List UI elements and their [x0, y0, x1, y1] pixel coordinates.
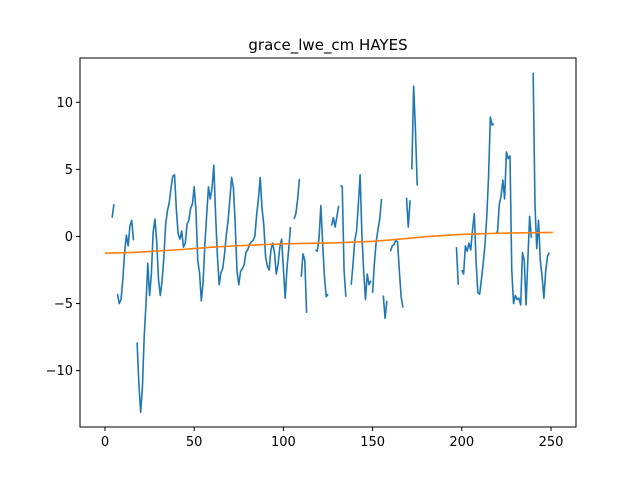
- y-tick-label: −10: [46, 364, 73, 379]
- series-0-line-segment-6: [330, 205, 340, 228]
- series-0-line-segment-5: [315, 204, 329, 298]
- y-axis: −10 −5 0 5 10: [46, 96, 80, 379]
- series-0-line-segment-2: [136, 164, 292, 414]
- series-0-line-segment-3: [293, 178, 301, 220]
- series-0-line-segment-11: [389, 239, 404, 308]
- series-0-line-segment-12: [405, 197, 411, 228]
- y-tick-label: −5: [54, 297, 73, 312]
- series-0: [111, 72, 550, 414]
- series-0-line-segment-7: [340, 184, 347, 297]
- y-tick-label: 0: [65, 230, 73, 245]
- series-1-line-segment-0: [104, 231, 553, 255]
- series-0-line-segment-17: [532, 72, 550, 299]
- x-tick-label: 100: [271, 435, 296, 450]
- x-tick-label: 150: [360, 435, 385, 450]
- plot-area: [104, 72, 553, 414]
- x-tick-label: 200: [449, 435, 474, 450]
- x-tick-label: 50: [186, 435, 203, 450]
- series-0-line-segment-13: [411, 85, 419, 186]
- axes-frame: [79, 57, 577, 428]
- chart-title: grace_lwe_cm HAYES: [248, 36, 407, 55]
- x-axis: 0 50 100 150 200 250: [101, 427, 564, 450]
- series-0-line-segment-10: [382, 295, 388, 320]
- y-tick-label: 5: [65, 163, 73, 178]
- series-0-line-segment-1: [116, 219, 135, 305]
- series-0-line-segment-16: [495, 151, 533, 306]
- x-tick-label: 0: [101, 435, 109, 450]
- series-0-line-segment-15: [461, 116, 495, 295]
- y-tick-label: 10: [56, 96, 73, 111]
- series-0-line-segment-9: [371, 198, 383, 293]
- x-tick-label: 250: [539, 435, 564, 450]
- series-0-line-segment-0: [111, 204, 115, 218]
- series-0-line-segment-8: [350, 173, 372, 301]
- series-0-line-segment-4: [300, 253, 308, 313]
- series-1: [104, 231, 553, 255]
- series-0-line-segment-14: [455, 247, 460, 285]
